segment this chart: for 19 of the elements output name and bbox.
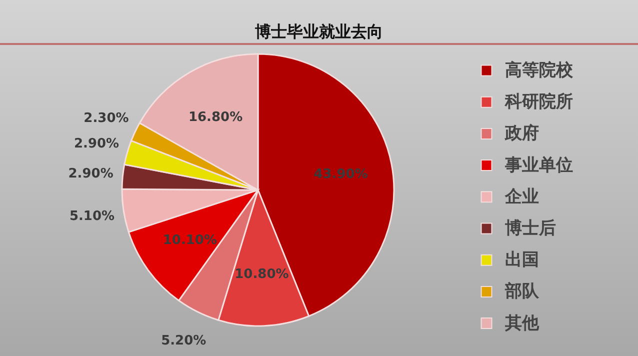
data-label: 10.80%: [234, 267, 289, 282]
legend-label: 政府: [504, 124, 539, 144]
data-label: 10.10%: [162, 232, 218, 248]
data-label: 43.90%: [314, 166, 368, 182]
legend-label: 事业单位: [504, 155, 573, 176]
data-label: 5.10%: [69, 208, 115, 224]
legend-label: 其他: [504, 313, 540, 334]
chart-title: 博士毕业就业去向: [254, 22, 383, 41]
data-label: 5.20%: [161, 334, 206, 349]
data-label: 2.90%: [74, 136, 120, 152]
legend-label: 出国: [505, 250, 539, 270]
legend-label: 高等院校: [505, 60, 574, 80]
data-label: 16.80%: [188, 110, 243, 126]
legend-label: 企业: [504, 186, 539, 207]
data-label: 2.30%: [84, 110, 129, 126]
legend-label: 科研院所: [504, 92, 573, 112]
data-label: 2.90%: [68, 166, 114, 182]
legend-label: 博士后: [504, 218, 556, 238]
legend-label: 部队: [504, 282, 540, 302]
